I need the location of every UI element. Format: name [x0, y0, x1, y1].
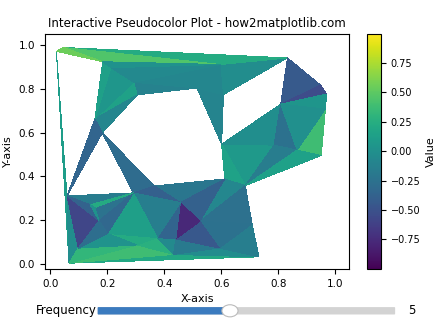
X-axis label: X-axis: X-axis — [181, 294, 214, 304]
Text: 5: 5 — [408, 304, 415, 317]
Title: Interactive Pseudocolor Plot - how2matplotlib.com: Interactive Pseudocolor Plot - how2matpl… — [48, 17, 346, 30]
Y-axis label: Y-axis: Y-axis — [3, 135, 13, 167]
Text: Frequency: Frequency — [36, 304, 97, 317]
Y-axis label: Value: Value — [426, 136, 436, 167]
